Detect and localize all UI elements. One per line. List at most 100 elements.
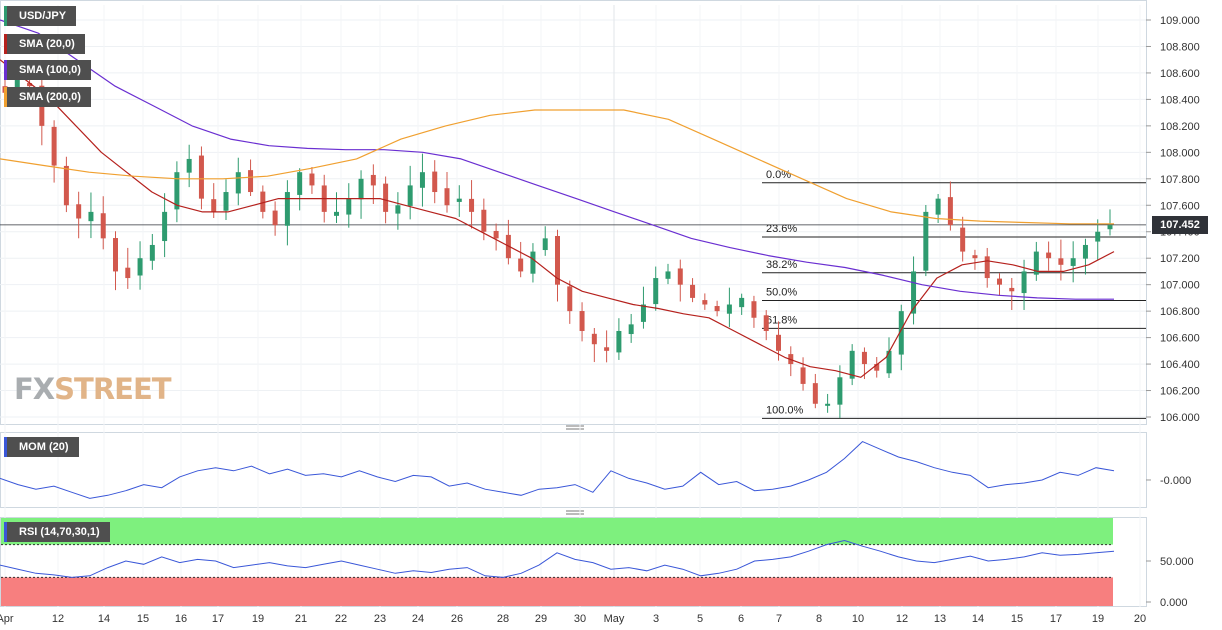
candle — [198, 146, 204, 210]
panel-splitter[interactable] — [566, 425, 584, 430]
candles — [2, 69, 1113, 419]
candle — [947, 181, 953, 231]
x-tick-label: 21 — [295, 613, 307, 625]
legend-mom: MOM (20) — [4, 437, 79, 457]
rsi-panel-border — [0, 517, 1147, 607]
candle — [665, 263, 671, 285]
main-panel-border — [0, 0, 1147, 425]
candle — [1058, 239, 1064, 281]
x-tick-label: 30 — [574, 613, 586, 625]
candle — [788, 346, 794, 377]
candle — [284, 180, 290, 246]
candle — [530, 243, 536, 283]
x-tick-label: 23 — [374, 613, 386, 625]
candle — [186, 144, 192, 188]
candle — [297, 168, 303, 211]
candle — [149, 233, 155, 270]
candle — [223, 179, 229, 220]
x-tick-label: 26 — [451, 613, 463, 625]
candle — [174, 161, 180, 223]
candle — [1095, 219, 1101, 261]
candle — [640, 286, 646, 329]
rsi-tick-label: 50.000 — [1160, 556, 1194, 568]
candle — [162, 193, 168, 258]
candle — [653, 266, 659, 311]
mom-tick-label: -0.000 — [1160, 475, 1191, 487]
rsi-line — [0, 539, 1115, 578]
candle — [518, 241, 524, 278]
candle — [419, 153, 425, 207]
candle — [714, 300, 720, 317]
y-tick-label: 106.000 — [1160, 412, 1200, 424]
fib-label: 100.0% — [766, 404, 804, 416]
x-tick-label: 16 — [175, 613, 187, 625]
x-tick-label: 8 — [816, 613, 822, 625]
y-tick-label: 107.600 — [1160, 200, 1200, 212]
fib-label: 38.2% — [766, 259, 797, 271]
candle — [677, 259, 683, 302]
panel-splitter[interactable] — [566, 510, 584, 515]
y-tick-label: 106.600 — [1160, 333, 1200, 345]
candle — [923, 204, 929, 277]
candle — [358, 170, 364, 219]
candle — [812, 373, 818, 409]
candle — [960, 216, 966, 262]
candle — [555, 229, 560, 302]
y-tick-label: 109.000 — [1160, 15, 1200, 27]
candle — [100, 196, 106, 250]
candle — [113, 231, 118, 291]
x-tick-label: 3 — [653, 613, 659, 625]
x-tick-label: 17 — [212, 613, 224, 625]
y-tick-label: 108.600 — [1160, 68, 1200, 80]
mom-panel-border — [0, 432, 1147, 508]
y-tick-label: 108.400 — [1160, 94, 1200, 106]
candle — [137, 241, 143, 290]
candle — [604, 330, 610, 363]
sma-line-20 — [0, 59, 1115, 378]
y-tick-label: 106.400 — [1160, 359, 1200, 371]
mom-line — [0, 441, 1115, 499]
candle — [370, 164, 376, 205]
current-price-tag: 107.452 — [1152, 215, 1208, 234]
x-tick-label: 24 — [412, 613, 424, 625]
x-tick-label: 12 — [896, 613, 908, 625]
candle — [39, 71, 45, 146]
candle — [51, 120, 57, 183]
x-tick-label: Apr — [0, 613, 14, 625]
candle — [88, 192, 94, 239]
x-tick-label: 14 — [98, 613, 110, 625]
candle — [726, 287, 732, 328]
x-tick-label: 6 — [738, 613, 744, 625]
x-tick-label: 22 — [335, 613, 347, 625]
x-tick-label: 20 — [1134, 613, 1146, 625]
fib-label: 50.0% — [766, 287, 797, 299]
candle — [469, 180, 475, 229]
x-tick-label: 28 — [497, 613, 509, 625]
candle — [886, 337, 892, 378]
y-tick-label: 108.000 — [1160, 147, 1200, 159]
sma-line-100 — [0, 19, 1114, 300]
x-tick-label: 12 — [52, 613, 64, 625]
candle — [874, 357, 880, 378]
candle — [616, 318, 622, 360]
candle — [1107, 209, 1113, 236]
candle — [997, 273, 1002, 296]
candle — [1082, 238, 1088, 275]
candle — [628, 313, 634, 343]
rsi-tick-label: 0.000 — [1160, 597, 1188, 609]
candle — [898, 304, 904, 371]
sma-line-200 — [0, 109, 1114, 225]
candle — [1046, 241, 1052, 271]
candle — [395, 192, 401, 230]
candle — [235, 157, 241, 206]
legend-sma20: SMA (20,0) — [4, 34, 85, 54]
candle — [63, 156, 69, 213]
candle — [825, 393, 831, 413]
candle — [444, 172, 450, 213]
candle — [1009, 277, 1015, 310]
y-tick-label: 108.800 — [1160, 41, 1200, 53]
legend-sma200: SMA (200,0) — [4, 87, 91, 107]
legend-symbol: USD/JPY — [4, 6, 77, 26]
candle — [407, 165, 413, 220]
